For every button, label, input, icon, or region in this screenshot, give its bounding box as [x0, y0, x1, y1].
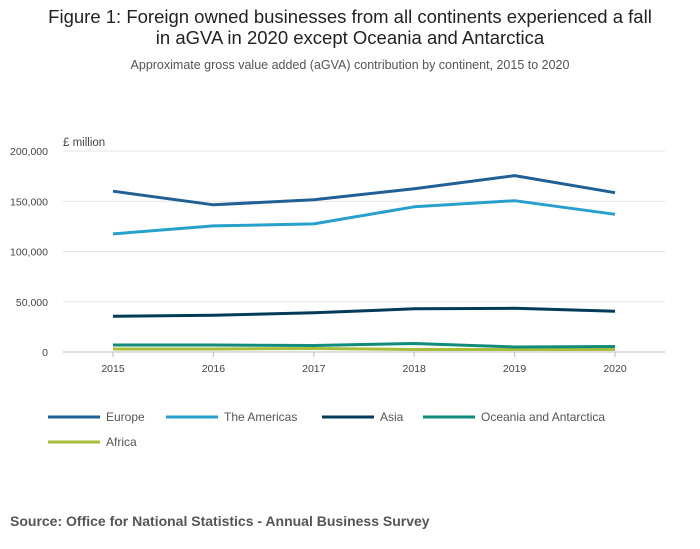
y-tick-label: 150,000	[10, 196, 48, 208]
y-tick-label: 200,000	[10, 146, 48, 158]
chart-subtitle: Approximate gross value added (aGVA) con…	[130, 58, 570, 72]
y-axis-label: £ million	[63, 137, 105, 149]
x-tick-label: 2018	[403, 363, 427, 375]
x-tick-label: 2016	[202, 363, 226, 375]
legend-label-europe: Europe	[106, 410, 145, 424]
series-lines	[112, 174, 616, 351]
x-tick-label: 2015	[101, 363, 125, 375]
x-tick-label: 2020	[603, 363, 627, 375]
line-chart: 0 50,000 100,000 150,000 200,000 £ million 20…	[10, 137, 665, 449]
series-line-oceania-and-antarctica	[113, 342, 616, 349]
legend-label-oceania-and-antarctica: Oceania and Antarctica	[481, 410, 605, 424]
source-note: Source: Office for National Statistics -…	[10, 513, 430, 529]
series-line-asia	[112, 306, 616, 318]
legend-label-the-americas: The Americas	[224, 410, 297, 424]
legend-label-asia: Asia	[380, 410, 404, 424]
chart-title-line-2: in aGVA in 2020 except Oceania and Antar…	[155, 27, 545, 48]
y-tick-label: 0	[42, 347, 48, 359]
legend: Europe The Americas Asia Oceania and Antarc…	[48, 410, 605, 449]
chart-title: Figure 1: Foreign owned businesses from …	[0, 6, 700, 48]
series-line-europe	[112, 174, 616, 207]
y-tick-label: 100,000	[10, 247, 48, 259]
y-tick-label: 50,000	[16, 297, 48, 309]
y-axis: 0 50,000 100,000 150,000 200,000 £ million	[10, 137, 105, 359]
x-tick-label: 2017	[302, 363, 326, 375]
chart-title-line-1: Figure 1: Foreign owned businesses from …	[48, 6, 652, 27]
gridlines	[63, 150, 665, 353]
series-line-the-americas	[112, 199, 616, 236]
x-axis: 2015 2016 2017 2018 2019 2020	[101, 352, 627, 375]
x-tick-label: 2019	[503, 363, 527, 375]
series-line-africa	[113, 347, 615, 351]
legend-label-africa: Africa	[106, 435, 137, 449]
